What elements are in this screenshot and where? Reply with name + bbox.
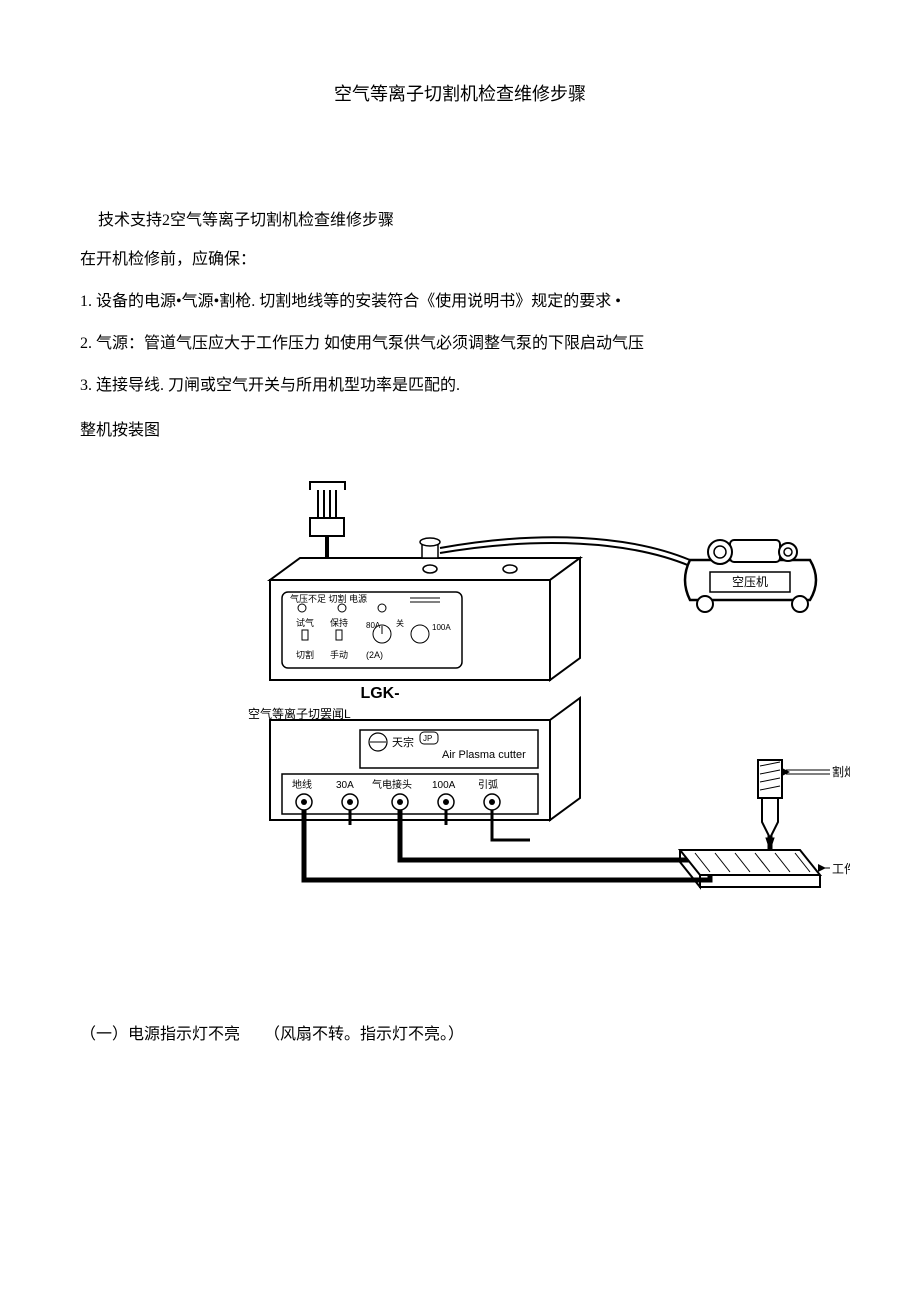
pre-check-text: 在开机检修前，应确保： (80, 248, 840, 272)
list-item-1: 1. 设备的电源•气源•割枪. 切割地线等的安装符合《使用说明书》规定的要求 • (80, 290, 840, 314)
svg-text:工件: 工件 (832, 862, 850, 876)
document-title: 空气等离子切割机检查维修步骤 (80, 80, 840, 106)
svg-text:LGK-: LGK- (360, 685, 399, 702)
svg-text:引弧: 引弧 (478, 778, 498, 791)
installation-diagram: 空压机气压不足 切割 电源试气 保持 80A 关 100A 切割 手动 (2A) LGK- 空气等… (210, 480, 850, 960)
svg-text:气压不足 切割 电源: 气压不足 切割 电源 (290, 593, 367, 604)
subtitle: 技术支持2空气等离子切割机检查维修步骤 (80, 206, 840, 230)
svg-text:JP: JP (423, 734, 432, 743)
svg-text:手动: 手动 (330, 649, 348, 660)
svg-text:天宗: 天宗 (392, 735, 414, 749)
svg-text:割炬: 割炬 (832, 764, 850, 779)
svg-text:(2A): (2A) (366, 650, 383, 660)
section-1-header: （一）电源指示灯不亮 （风扇不转。指示灯不亮。） (80, 1020, 840, 1044)
list-item-2: 2. 气源：管道气压应大于工作压力 如使用气泵供气必须调整气泵的下限启动气压 (80, 332, 840, 356)
svg-text:切割: 切割 (296, 649, 314, 660)
list-item-3: 3. 连接导线. 刀闸或空气开关与所用机型功率是匹配的. (80, 374, 840, 398)
svg-text:空压机: 空压机 (732, 575, 768, 589)
svg-text:地线: 地线 (292, 778, 312, 791)
svg-text:Air Plasma cutter: Air Plasma cutter (442, 749, 526, 761)
svg-text:100A: 100A (432, 623, 451, 632)
svg-text:30A: 30A (336, 780, 354, 791)
svg-text:气电接头: 气电接头 (372, 778, 412, 791)
svg-text:100A: 100A (432, 780, 456, 791)
svg-text:关: 关 (396, 618, 404, 628)
svg-text:试气: 试气 (296, 617, 314, 628)
diagram-label: 整机按装图 (80, 416, 840, 440)
svg-text:空气等离子切罢闻L: 空气等离子切罢闻L (248, 706, 351, 721)
svg-text:80A: 80A (366, 621, 381, 630)
svg-text:保持: 保持 (330, 617, 348, 628)
